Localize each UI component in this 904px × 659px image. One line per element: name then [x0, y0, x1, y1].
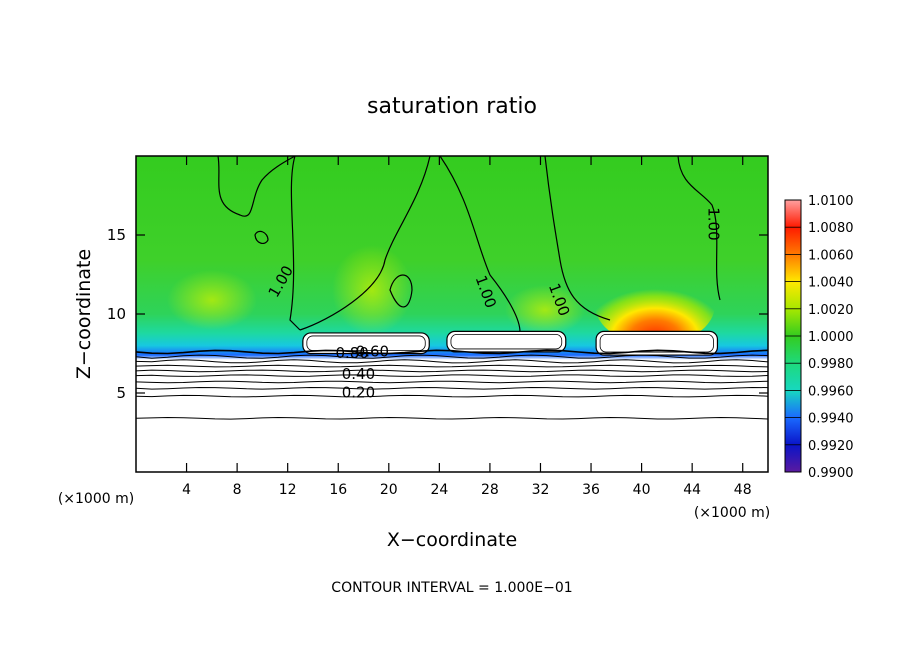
contour-line-1-00	[544, 156, 611, 321]
cloud-region-inner	[306, 335, 426, 351]
contour-line-subsaturated	[136, 359, 768, 364]
colorbar-label: 1.0000	[808, 330, 854, 345]
contour-line-subsaturated	[136, 394, 768, 398]
contour-line-1-00	[217, 156, 296, 217]
contour-lines	[217, 156, 721, 333]
x-unit-label: (×1000 m)	[694, 505, 770, 521]
x-tick-label: 16	[329, 482, 347, 498]
x-tick-label: 44	[683, 482, 701, 498]
contour-line-1-00	[254, 230, 269, 245]
x-tick-label: 20	[380, 482, 398, 498]
x-tick-label: 4	[182, 482, 191, 498]
contour-line-1-00	[299, 156, 431, 331]
contour-label: 0.20	[342, 384, 375, 402]
colorbar-label: 1.0040	[808, 276, 854, 291]
contour-line-subsaturated	[136, 369, 768, 373]
z-unit-label: (×1000 m)	[58, 491, 134, 507]
colorbar-label: 1.0020	[808, 303, 854, 318]
colorbar-label: 0.9960	[808, 384, 854, 399]
colorbar-label: 0.9940	[808, 412, 854, 427]
contour-label: 0.60	[356, 343, 389, 361]
colorbar-label: 0.9920	[808, 439, 854, 454]
contour-label: 1.00	[705, 207, 723, 240]
contour-label: 0.80	[335, 344, 368, 362]
y-axis-label: Z−coordinate	[73, 249, 95, 379]
contour-line-subsaturated	[136, 416, 768, 420]
contour-label: 0.40	[342, 365, 375, 383]
x-tick-label: 24	[430, 482, 448, 498]
cloud-region	[302, 332, 430, 355]
cloud-region	[595, 330, 719, 356]
axis-ticks	[136, 156, 768, 472]
x-tick-label: 32	[532, 482, 550, 498]
x-tick-label: 48	[734, 482, 752, 498]
x-tick-label: 28	[481, 482, 499, 498]
y-tick-label: 10	[107, 305, 126, 323]
y-tick-label: 5	[116, 384, 126, 402]
cloud-region-inner	[599, 333, 714, 353]
x-axis-label: X−coordinate	[387, 529, 517, 551]
x-tick-label: 12	[279, 482, 297, 498]
colorbar-label: 0.9980	[808, 357, 854, 372]
contour-interval-note: CONTOUR INTERVAL = 1.000E−01	[331, 580, 572, 596]
colorbar-label: 1.0100	[808, 194, 854, 209]
contour-line-subsaturated	[136, 374, 768, 377]
contour-line-subsaturated	[136, 380, 768, 384]
contour-line-subsaturated	[136, 349, 768, 355]
colorbar: 1.0100 1.0080 1.0060 1.0040 1.0020 1.0000 0.99…	[784, 194, 854, 481]
contour-line-1-00	[289, 156, 301, 331]
colorbar-labels: 1.0100 1.0080 1.0060 1.0040 1.0020 1.0000 0.99…	[785, 194, 854, 481]
x-tick-label: 36	[582, 482, 600, 498]
plot-field	[136, 156, 768, 472]
contour-line-1-00	[677, 156, 721, 301]
colorbar-label: 1.0060	[808, 248, 854, 263]
contour-lines-below-cloud	[136, 349, 768, 420]
colorbar-label: 0.9900	[808, 466, 854, 481]
x-tick-label: 8	[233, 482, 242, 498]
colorbar-label: 1.0080	[808, 221, 854, 236]
chart-title: saturation ratio	[367, 94, 537, 119]
cloud-regions	[302, 330, 719, 356]
y-tick-label: 15	[107, 226, 126, 244]
x-tick-label: 40	[633, 482, 651, 498]
contour-line-subsaturated	[136, 364, 768, 368]
cloud-region-inner	[450, 333, 563, 350]
contour-line-subsaturated	[136, 386, 768, 390]
cloud-region	[446, 330, 567, 353]
contour-line-1-00	[389, 274, 413, 308]
contour-line-1-00	[439, 156, 521, 333]
contour-line-subsaturated	[136, 354, 768, 359]
